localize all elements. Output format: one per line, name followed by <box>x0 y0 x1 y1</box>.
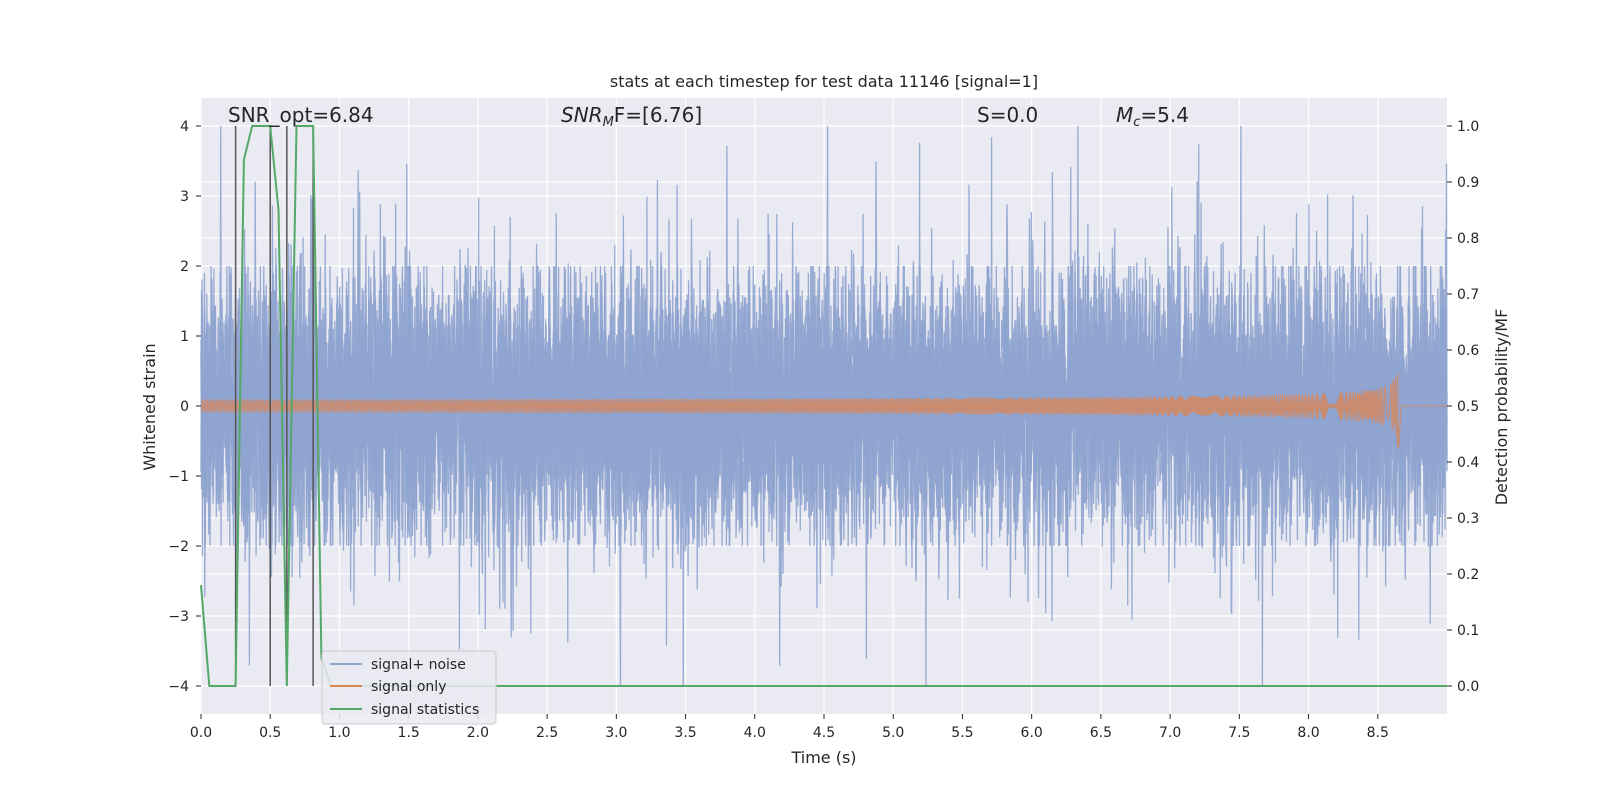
x-tick-label: 7.5 <box>1228 725 1250 741</box>
y-right-tick-label: 0.6 <box>1457 343 1479 359</box>
mc-rest: =5.4 <box>1140 103 1189 127</box>
x-tick-label: 6.5 <box>1090 725 1112 741</box>
signal-only-line <box>200 374 1447 449</box>
snr-mf-annotation: SNRMF=[6.76] <box>561 103 702 130</box>
y-right-tick-label: 0.5 <box>1457 399 1479 415</box>
y-axis-ticks-left: 4 3 2 1 0 −1 −2 −3 −4 <box>168 119 201 695</box>
x-tick-label: 5.0 <box>882 725 904 741</box>
legend: signal+ noise signal only signal statist… <box>321 650 497 725</box>
y-right-tick-label: 0.3 <box>1457 511 1479 527</box>
x-tick-label: 0.0 <box>190 725 212 741</box>
y-axis-ticks-right: 1.0 0.9 0.8 0.7 0.6 0.5 0.4 0.3 0.2 0.1 0.0 <box>1447 119 1479 695</box>
y-axis-label-right: Detection probability/MF <box>1492 309 1511 506</box>
signal-noise-series <box>200 125 1448 687</box>
y-right-tick-label: 0.1 <box>1457 623 1479 639</box>
noise-line <box>200 265 1448 547</box>
x-tick-label: 2.0 <box>467 725 489 741</box>
y-right-tick-label: 0.7 <box>1457 287 1479 303</box>
mc-sub: c <box>1133 115 1140 130</box>
y-right-tick-label: 0.8 <box>1457 231 1479 247</box>
y-left-tick-label: 2 <box>180 259 189 275</box>
y-axis-label-left: Whitened strain <box>140 343 159 470</box>
y-right-tick-label: 0.9 <box>1457 175 1479 191</box>
snr-mf-sub: M <box>603 115 614 130</box>
y-left-tick-label: 1 <box>180 329 189 345</box>
snr-mf-base: SNR <box>561 103 603 127</box>
x-tick-label: 6.0 <box>1021 725 1043 741</box>
y-left-tick-label: 3 <box>180 189 189 205</box>
legend-box <box>321 650 497 725</box>
y-right-tick-label: 0.0 <box>1457 679 1479 695</box>
y-left-tick-label: 4 <box>180 119 189 135</box>
vertical-markers <box>234 126 314 686</box>
y-left-tick-label: 0 <box>180 399 189 415</box>
y-right-tick-label: 0.2 <box>1457 567 1479 583</box>
x-tick-label: 8.0 <box>1297 725 1319 741</box>
snr-opt-annotation: SNR_opt=6.84 <box>228 103 374 127</box>
annotations: SNR_opt=6.84 SNRMF=[6.76] S=0.0 Mc=5.4 <box>228 103 1189 130</box>
x-axis-label: Time (s) <box>790 748 856 767</box>
y-right-tick-label: 0.4 <box>1457 455 1479 471</box>
legend-label-statistics: signal statistics <box>371 702 479 718</box>
x-axis-ticks: 0.0 0.5 1.0 1.5 2.0 2.5 3.0 3.5 4.0 4.5 5.0 5.5 6.0 6… <box>190 714 1389 741</box>
x-tick-label: 0.5 <box>259 725 281 741</box>
y-left-tick-label: −3 <box>168 609 189 625</box>
y-left-tick-label: −2 <box>168 539 189 555</box>
x-tick-label: 1.0 <box>328 725 350 741</box>
x-tick-label: 5.5 <box>951 725 973 741</box>
x-tick-label: 4.5 <box>813 725 835 741</box>
y-left-tick-label: −1 <box>168 469 189 485</box>
x-tick-label: 7.0 <box>1159 725 1181 741</box>
y-right-tick-label: 1.0 <box>1457 119 1479 135</box>
x-tick-label: 3.5 <box>674 725 696 741</box>
s-annotation: S=0.0 <box>977 103 1038 127</box>
chart-title: stats at each timestep for test data 111… <box>610 72 1038 91</box>
x-tick-label: 2.5 <box>536 725 558 741</box>
x-tick-label: 3.0 <box>605 725 627 741</box>
mc-base: M <box>1116 103 1133 127</box>
snr-mf-rest: F=[6.76] <box>614 103 702 127</box>
mc-annotation: Mc=5.4 <box>1116 103 1189 130</box>
x-tick-label: 1.5 <box>398 725 420 741</box>
legend-label-signal: signal only <box>371 679 446 695</box>
x-tick-label: 4.0 <box>744 725 766 741</box>
signal-only-series <box>200 374 1447 449</box>
legend-label-noise: signal+ noise <box>371 657 466 673</box>
y-left-tick-label: −4 <box>168 679 189 695</box>
x-tick-label: 8.5 <box>1367 725 1389 741</box>
